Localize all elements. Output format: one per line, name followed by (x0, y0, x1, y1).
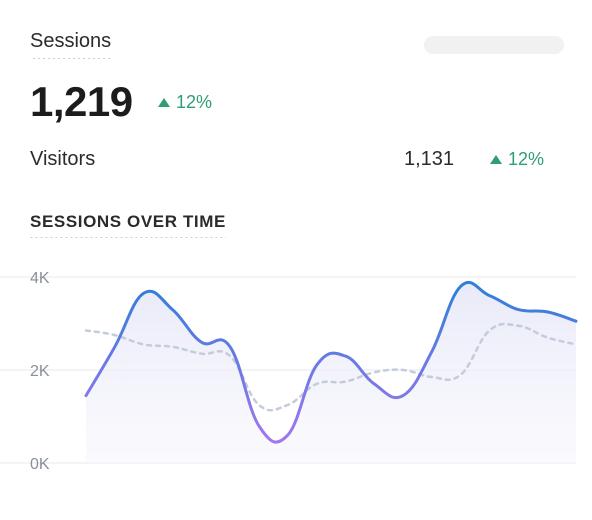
comparison-point[interactable] (83, 327, 89, 333)
sessions-point[interactable] (112, 344, 118, 350)
up-triangle-icon (158, 98, 170, 107)
tick-label-layer: 0K 2K 4K (30, 270, 50, 473)
sessions-point[interactable] (169, 307, 175, 313)
sessions-point[interactable] (141, 290, 147, 296)
sessions-point[interactable] (342, 353, 348, 359)
sessions-line[interactable] (84, 280, 578, 444)
sessions-point[interactable] (83, 393, 89, 399)
comparison-point[interactable] (544, 334, 550, 340)
sessions-delta: 12% (158, 92, 212, 113)
comparison-point[interactable] (515, 323, 521, 329)
comparison-point[interactable] (371, 369, 377, 375)
comparison-point[interactable] (256, 402, 262, 408)
sessions-area (86, 282, 576, 463)
sessions-point[interactable] (458, 283, 464, 289)
comparison-point[interactable] (198, 351, 204, 357)
sessions-point[interactable] (544, 309, 550, 315)
comparison-point[interactable] (141, 341, 147, 347)
comparison-line[interactable] (84, 322, 578, 412)
sessions-chart[interactable]: 0K 2K 4K (0, 255, 592, 485)
up-triangle-icon (490, 155, 502, 164)
sessions-value: 1,219 (30, 78, 133, 125)
chart-title[interactable]: SESSIONS OVER TIME (30, 212, 226, 238)
sessions-point[interactable] (487, 293, 493, 299)
card-title[interactable]: Sessions (30, 30, 112, 59)
loading-placeholder (424, 36, 564, 54)
comparison-point[interactable] (429, 374, 435, 380)
y-tick-label: 2K (30, 363, 50, 380)
sessions-point[interactable] (198, 339, 204, 345)
sessions-point[interactable] (515, 307, 521, 313)
comparison-point[interactable] (458, 372, 464, 378)
comparison-point[interactable] (227, 353, 233, 359)
visitors-label: Visitors (30, 148, 96, 170)
comparison-point[interactable] (573, 341, 579, 347)
sessions-delta-text: 12% (176, 92, 213, 112)
sessions-point[interactable] (371, 381, 377, 387)
sessions-point[interactable] (573, 318, 579, 324)
sessions-point[interactable] (227, 344, 233, 350)
line-layer (83, 280, 579, 444)
comparison-point[interactable] (487, 327, 493, 333)
comparison-point[interactable] (112, 332, 118, 338)
comparison-point[interactable] (342, 379, 348, 385)
sessions-point[interactable] (429, 348, 435, 354)
area-layer (86, 282, 576, 463)
sessions-point[interactable] (400, 393, 406, 399)
comparison-point[interactable] (400, 367, 406, 373)
comparison-point[interactable] (285, 402, 291, 408)
y-tick-label: 0K (30, 456, 50, 473)
comparison-point[interactable] (314, 381, 320, 387)
y-tick-label: 4K (30, 270, 50, 287)
comparison-point[interactable] (169, 344, 175, 350)
visitors-delta-text: 12% (508, 149, 545, 169)
visitors-value: 1,131 (404, 148, 455, 170)
visitors-delta: 12% (490, 149, 544, 170)
sessions-point[interactable] (314, 362, 320, 368)
sessions-point[interactable] (285, 432, 291, 438)
sessions-point[interactable] (256, 423, 262, 429)
